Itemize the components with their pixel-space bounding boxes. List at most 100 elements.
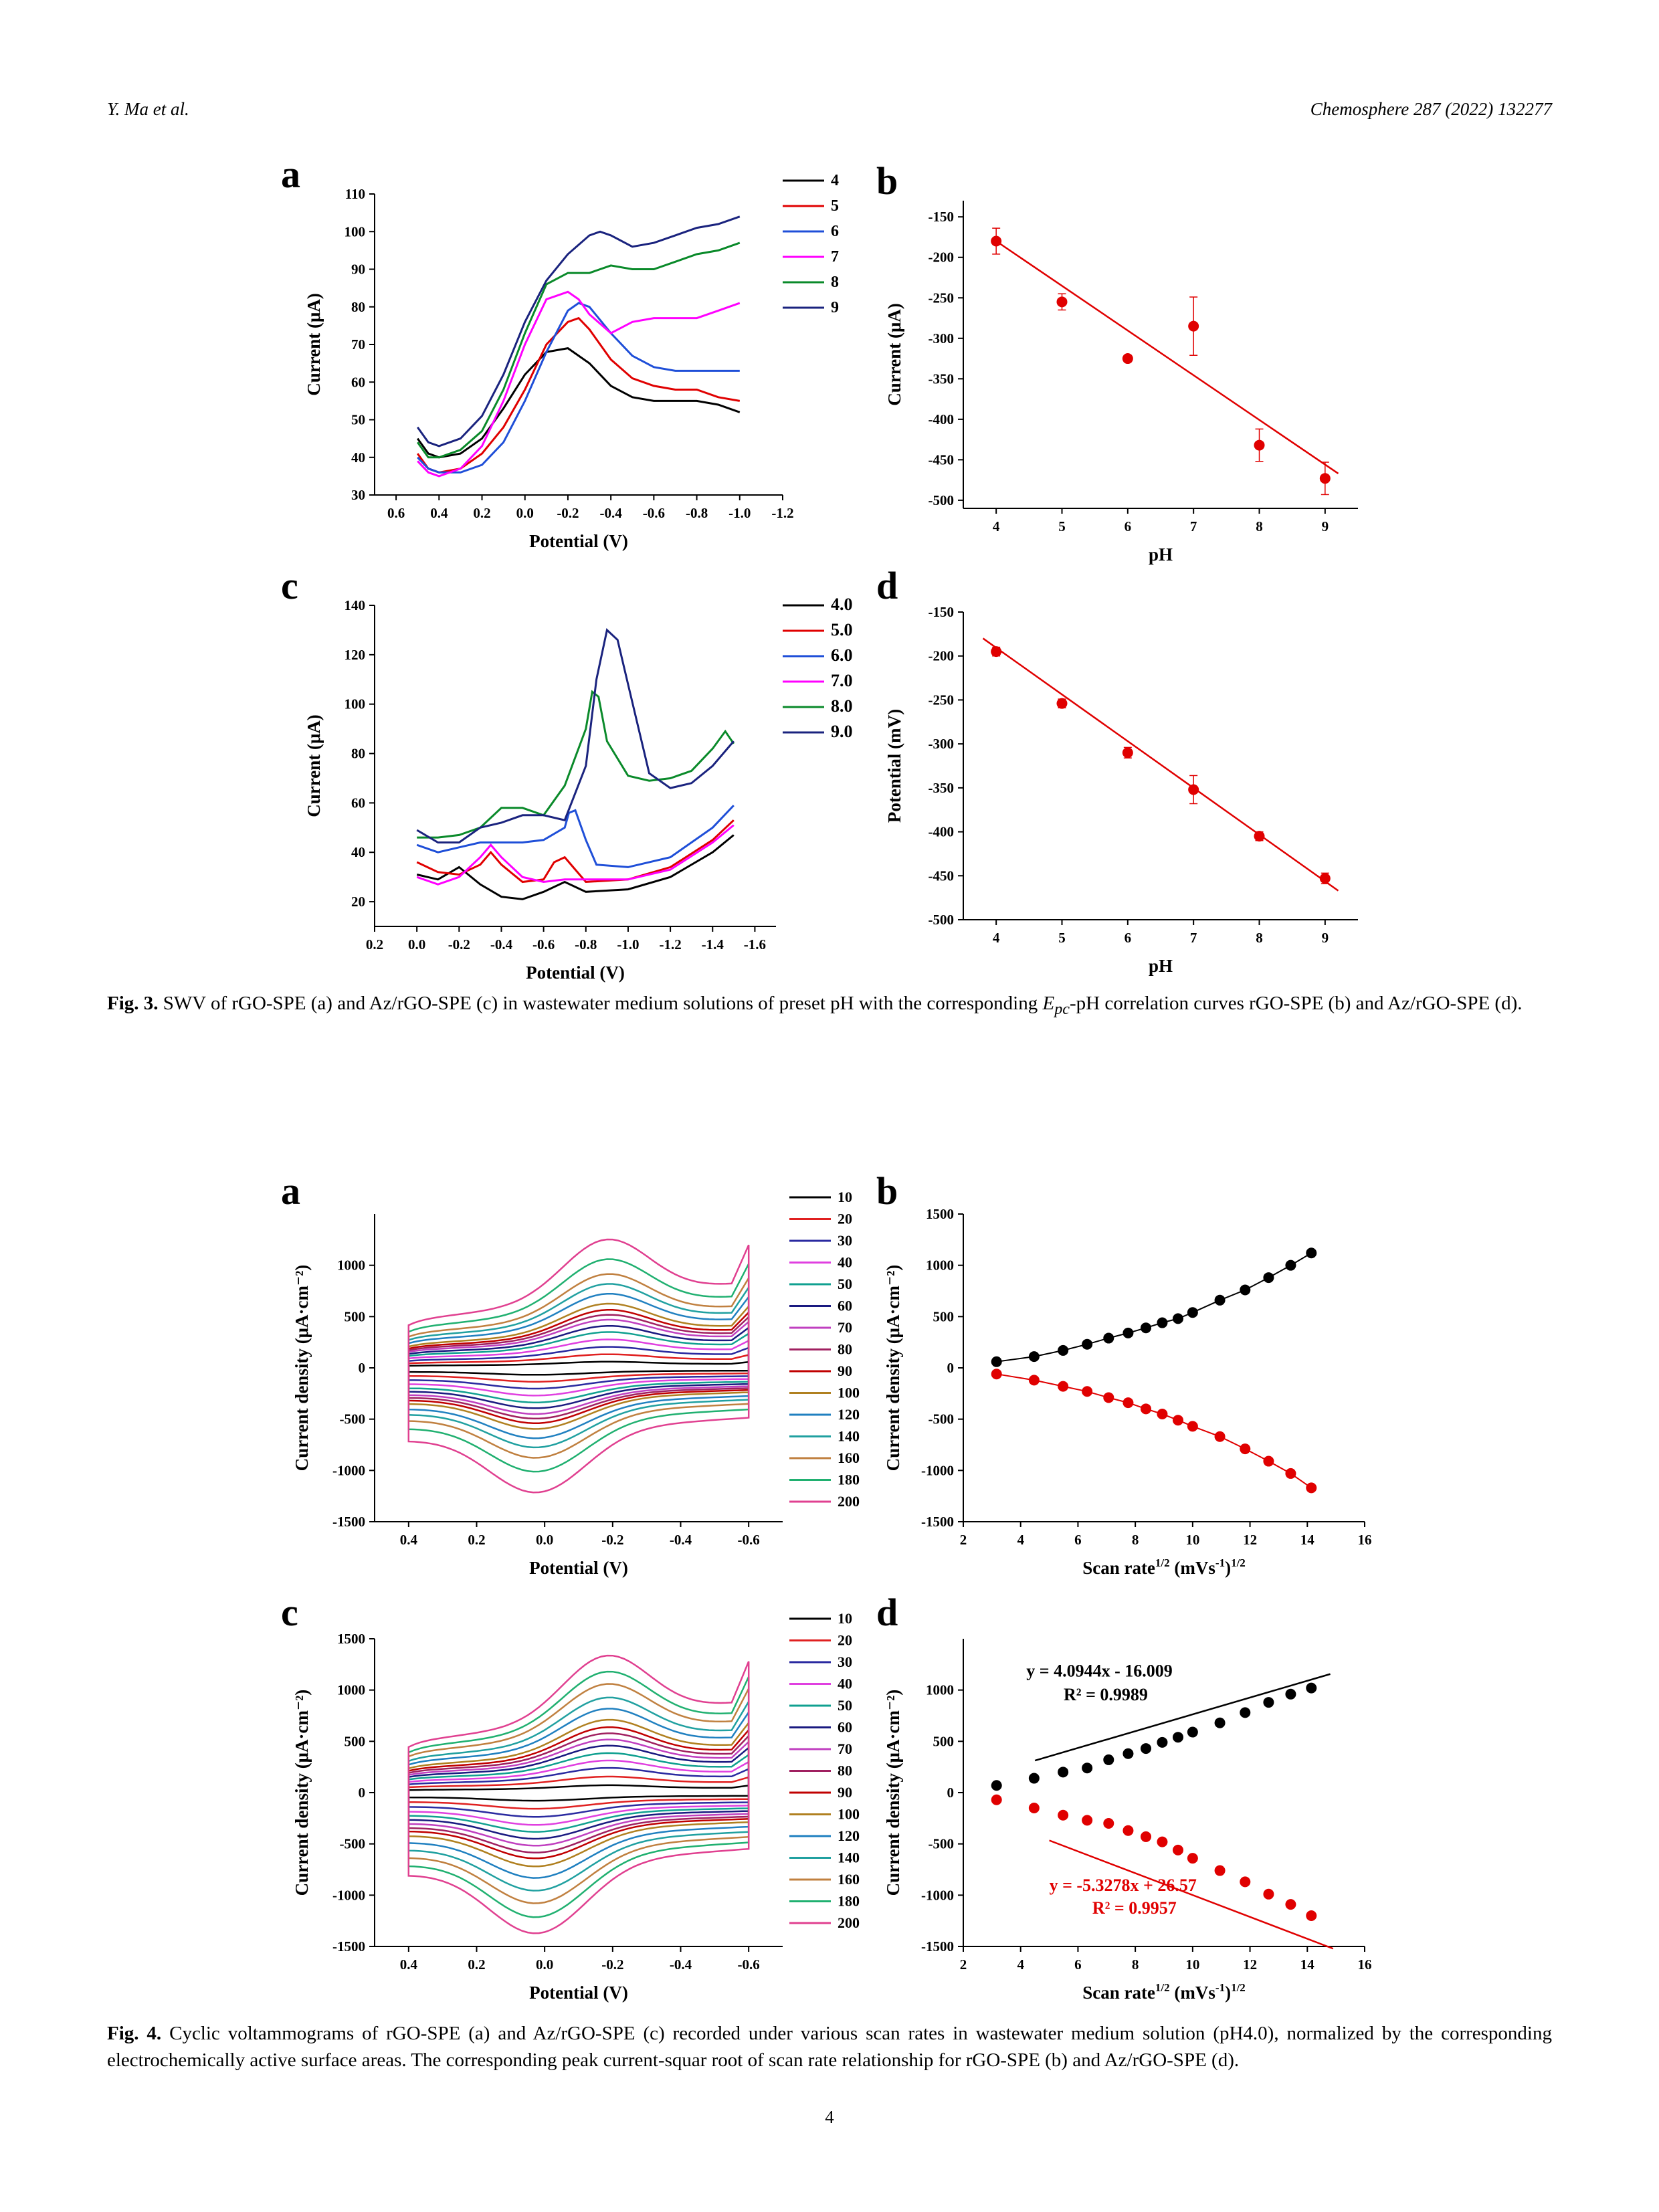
figure-3-caption-epc: E bbox=[1042, 993, 1055, 1014]
legend-label: 5 bbox=[831, 197, 839, 215]
legend-label: 8.0 bbox=[831, 696, 853, 716]
data-point bbox=[991, 646, 1002, 658]
x-tick-label: 8 bbox=[1132, 1532, 1139, 1548]
axes: 4 5 6 7 8 9 -500 -450 -400 -350 -300 -250 -200 -150 pH… bbox=[876, 564, 1358, 976]
data-point-anodic bbox=[1240, 1707, 1251, 1718]
panel-letter: b bbox=[876, 159, 898, 203]
data-point-cathodic bbox=[1306, 1910, 1317, 1921]
cv-loop-10 bbox=[407, 1361, 750, 1376]
trend-line-cathodic bbox=[996, 1373, 1312, 1489]
y-tick-label: 500 bbox=[933, 1733, 955, 1749]
data-point bbox=[1319, 873, 1331, 884]
x-tick-label: -1.0 bbox=[617, 936, 639, 952]
x-tick-label: 5 bbox=[1058, 518, 1066, 534]
y-tick-label: -1000 bbox=[921, 1887, 954, 1903]
data-point-anodic bbox=[1187, 1726, 1198, 1738]
x-tick-label: 0.4 bbox=[400, 1532, 418, 1548]
series-line-pH-5.0 bbox=[416, 819, 735, 884]
y-tick-label: 1000 bbox=[337, 1258, 365, 1274]
x-tick-label: -0.6 bbox=[738, 1956, 760, 1973]
y-tick-label: 120 bbox=[345, 647, 366, 663]
data-point-cathodic bbox=[1058, 1381, 1069, 1392]
legend-label: 20 bbox=[838, 1632, 852, 1649]
data-point bbox=[1319, 473, 1331, 484]
y-tick-label: -500 bbox=[929, 1836, 955, 1852]
data-point-anodic bbox=[1141, 1743, 1151, 1754]
y-tick-label: -1000 bbox=[332, 1462, 365, 1478]
series-line-pH-4.0 bbox=[416, 834, 735, 900]
y-tick-label: 0 bbox=[947, 1360, 955, 1376]
fit-equation: y = -5.3278x + 26.57 bbox=[1050, 1876, 1197, 1895]
x-tick-label: 7 bbox=[1190, 518, 1197, 534]
page-number: 4 bbox=[825, 2107, 834, 2127]
x-tick-label: 0.0 bbox=[536, 1956, 553, 1973]
y-tick-label: 0 bbox=[359, 1360, 366, 1376]
y-tick-label: -250 bbox=[929, 692, 955, 708]
y-tick-label: 140 bbox=[345, 597, 366, 613]
legend-label: 70 bbox=[838, 1319, 852, 1336]
y-tick-label: -1000 bbox=[332, 1887, 365, 1903]
x-tick-label: 6 bbox=[1074, 1532, 1082, 1548]
data-point-anodic bbox=[991, 1780, 1002, 1791]
axes: 0.4 0.2 0.0 -0.2 -0.4 -0.6 -1500 -1000 -500 0 500 1… bbox=[281, 1591, 783, 2003]
series-line-pH-7 bbox=[417, 290, 741, 478]
data-point-cathodic bbox=[1187, 1853, 1198, 1864]
y-tick-label: 1000 bbox=[926, 1682, 954, 1698]
x-tick-label: 0.4 bbox=[400, 1956, 418, 1973]
data-point-cathodic bbox=[1285, 1899, 1296, 1910]
figure-4d-scanrate-chart: 2 4 6 8 10 12 14 16 -1500 -1000 -500 0 500 1000 Scan r… bbox=[876, 1591, 1372, 2003]
x-axis-title: pH bbox=[1149, 956, 1173, 976]
data-point-anodic bbox=[1141, 1322, 1151, 1334]
x-tick-label: 0.0 bbox=[516, 505, 534, 521]
data-point-cathodic bbox=[1028, 1375, 1040, 1386]
legend-label: 6 bbox=[831, 223, 839, 240]
figure-3-caption: Fig. 3. SWV of rGO-SPE (a) and Az/rGO-SP… bbox=[107, 990, 1552, 1023]
axes: 0.4 0.2 0.0 -0.2 -0.4 -0.6 -1500 -1000 -500 0 500 1… bbox=[281, 1169, 783, 1578]
data-point-cathodic bbox=[1123, 1397, 1134, 1409]
legend-label: 80 bbox=[838, 1763, 852, 1779]
trend-line-anodic bbox=[996, 1252, 1312, 1363]
y-tick-label: 20 bbox=[351, 894, 365, 910]
figure-3-caption-epc-sub: pc bbox=[1054, 999, 1070, 1018]
figure-4-caption-label: Fig. 4. bbox=[107, 2023, 162, 2044]
y-tick-label: 500 bbox=[933, 1308, 955, 1324]
x-tick-label: -0.2 bbox=[448, 936, 470, 952]
y-tick-label: 500 bbox=[345, 1733, 366, 1749]
data-point bbox=[1254, 439, 1265, 451]
legend-label: 100 bbox=[838, 1385, 860, 1401]
data-point-cathodic bbox=[1103, 1818, 1114, 1829]
data-point-cathodic bbox=[1263, 1888, 1274, 1900]
figure-3a-swv-chart: 0.6 0.4 0.2 0.0 -0.2 -0.4 -0.6 -0.8 -1.0 -1.2 30 40… bbox=[281, 153, 839, 551]
legend: 10 20 30 40 50 60 70 80 90 100 120 140 160 180 200 bbox=[789, 1610, 860, 1931]
y-tick-label: -500 bbox=[340, 1411, 366, 1427]
data-point-anodic bbox=[1103, 1332, 1114, 1344]
data-point-cathodic bbox=[1173, 1844, 1183, 1855]
panel-letter: b bbox=[876, 1169, 898, 1213]
x-tick-label: -0.4 bbox=[670, 1532, 692, 1548]
y-tick-label: 40 bbox=[351, 449, 365, 466]
series-line-pH-8.0 bbox=[417, 690, 735, 839]
legend-label: 180 bbox=[838, 1472, 860, 1488]
legend-label: 120 bbox=[838, 1406, 860, 1423]
legend-label: 4.0 bbox=[831, 595, 853, 614]
x-tick-label: 16 bbox=[1358, 1532, 1372, 1548]
data-point-anodic bbox=[1263, 1272, 1274, 1284]
legend-label: 140 bbox=[838, 1428, 860, 1445]
data-point-anodic bbox=[1157, 1736, 1168, 1748]
legend-label: 160 bbox=[838, 1871, 860, 1888]
data-point-anodic bbox=[1028, 1773, 1040, 1784]
data-point-cathodic bbox=[1240, 1876, 1251, 1888]
y-tick-label: -500 bbox=[340, 1836, 366, 1852]
y-tick-label: 60 bbox=[351, 374, 365, 390]
x-tick-label: 0.0 bbox=[408, 936, 425, 952]
x-tick-label: -1.6 bbox=[744, 936, 766, 952]
x-tick-label: 2 bbox=[960, 1532, 967, 1548]
legend-label: 7 bbox=[831, 248, 839, 266]
legend: 4.0 5.0 6.0 7.0 8.0 9.0 bbox=[783, 595, 853, 741]
y-axis-title: Current (μA) bbox=[884, 303, 904, 406]
figure-3d-epc-ph-chart: 4 5 6 7 8 9 -500 -450 -400 -350 -300 -250 -200 -150 pH… bbox=[876, 564, 1358, 976]
data-point-anodic bbox=[1306, 1247, 1317, 1259]
x-tick-label: 0.2 bbox=[468, 1532, 485, 1548]
x-tick-label: 9 bbox=[1322, 930, 1329, 946]
y-axis-title: Current density (μA·cm⁻²) bbox=[292, 1690, 312, 1896]
